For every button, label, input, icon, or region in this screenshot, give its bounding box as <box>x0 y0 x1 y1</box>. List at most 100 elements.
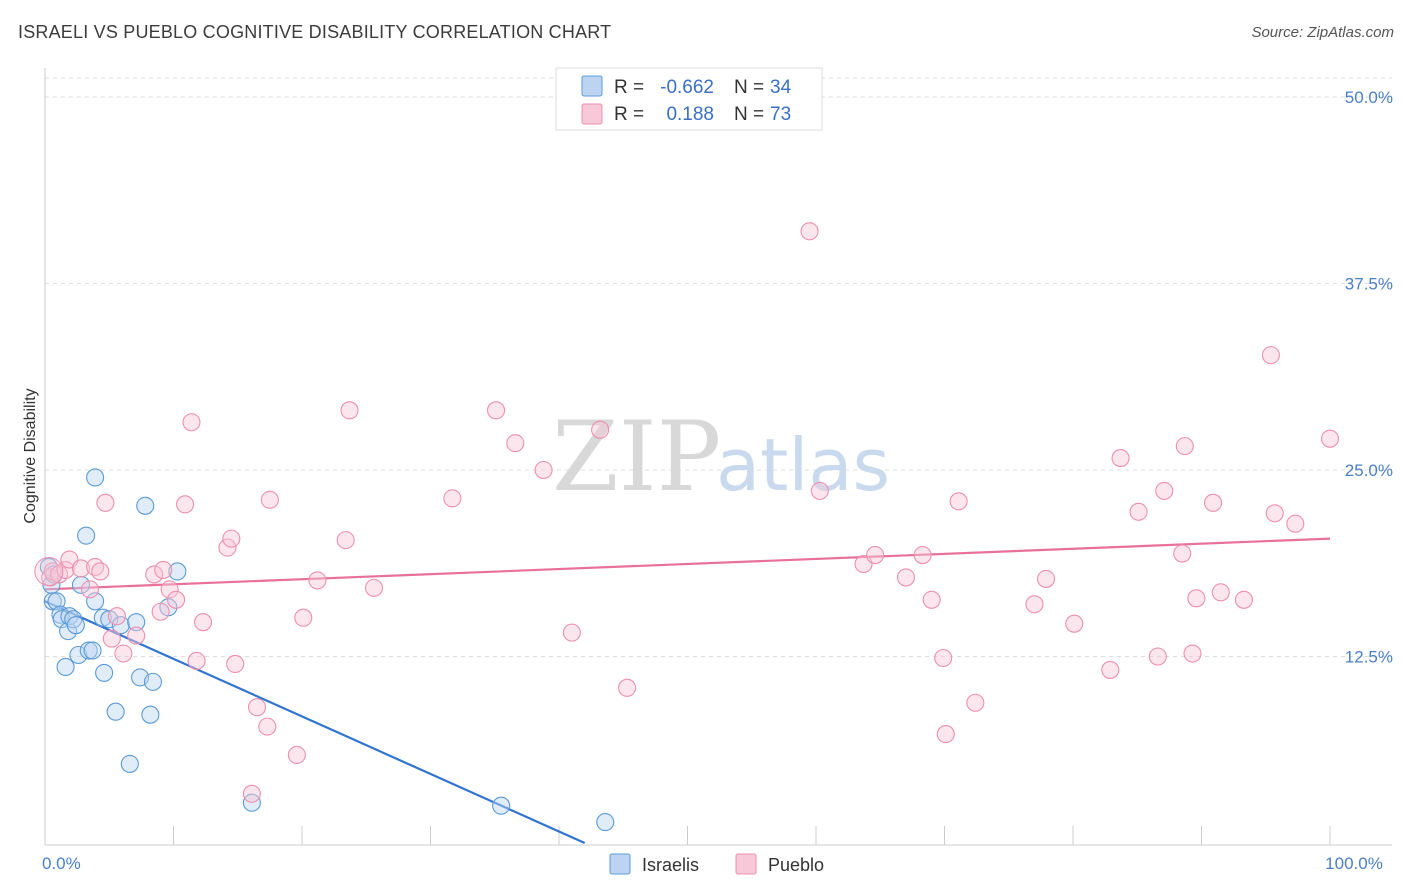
point-pueblo <box>294 608 313 627</box>
point-pueblo <box>896 568 916 587</box>
point-pueblo <box>934 648 953 668</box>
point-pueblo <box>222 529 241 548</box>
bottom-legend-swatch-israelis <box>609 853 631 875</box>
point-israelis <box>77 526 96 545</box>
tick-labels: 12.5% 25.0% 37.5% 50.0% 0.0% 100.0% <box>42 88 1393 873</box>
point-pueblo <box>187 651 206 671</box>
point-israelis <box>79 641 98 660</box>
point-pueblo <box>1261 346 1280 365</box>
point-israelis <box>143 672 162 691</box>
legend-r-value-pueblo: 0.188 <box>666 104 714 125</box>
point-israelis <box>43 592 62 611</box>
point-pueblo <box>176 495 195 514</box>
point-israelis <box>93 608 112 627</box>
point-pueblo <box>258 717 277 736</box>
point-pueblo <box>1183 644 1202 663</box>
point-pueblo <box>287 745 306 765</box>
watermark-atlas: atlas <box>716 423 890 507</box>
point-pueblo <box>1155 481 1174 500</box>
legend-n-value-israelis: 34 <box>770 77 792 98</box>
point-pueblo <box>154 560 173 580</box>
point-israelis <box>47 592 66 611</box>
point-pueblo <box>1101 660 1120 679</box>
point-pueblo <box>182 413 201 432</box>
point-pueblo <box>102 629 121 648</box>
grid-lines <box>45 77 1392 657</box>
point-pueblo <box>340 401 359 420</box>
point-pueblo <box>1175 437 1194 456</box>
axes <box>44 68 1392 846</box>
point-pueblo <box>260 490 279 509</box>
bottom-legend-label-pueblo: Pueblo <box>768 855 824 875</box>
point-israelis <box>86 468 105 487</box>
point-pueblo <box>1173 544 1192 563</box>
chart-title: ISRAELI VS PUEBLO COGNITIVE DISABILITY C… <box>18 22 612 42</box>
y-tick-label: 12.5% <box>1345 648 1393 667</box>
point-pueblo <box>1234 590 1253 609</box>
point-pueblo <box>562 623 581 642</box>
point-pueblo <box>922 590 941 609</box>
point-pueblo <box>96 493 115 512</box>
legend-n-value-pueblo: 73 <box>770 104 791 125</box>
point-pueblo <box>242 784 261 803</box>
point-pueblo <box>91 562 110 581</box>
point-israelis <box>71 575 91 594</box>
point-pueblo <box>107 607 127 626</box>
point-pueblo <box>534 460 553 480</box>
point-israelis <box>492 796 511 815</box>
legend-swatch-pueblo <box>581 103 603 125</box>
y-tick-label: 50.0% <box>1345 88 1393 107</box>
legend-r-value-israelis: -0.662 <box>660 77 714 98</box>
y-tick-label: 37.5% <box>1345 275 1393 294</box>
point-pueblo <box>486 401 506 420</box>
point-pueblo <box>127 626 146 645</box>
point-israelis <box>56 657 75 676</box>
data-points <box>34 222 1340 832</box>
point-pueblo <box>1204 493 1223 512</box>
watermark-zip: ZIP <box>552 401 721 513</box>
y-axis-label: Cognitive Disability <box>22 388 39 523</box>
point-israelis <box>95 663 114 682</box>
point-pueblo <box>1129 502 1148 521</box>
point-israelis <box>120 754 139 773</box>
point-pueblo <box>1148 647 1167 666</box>
point-israelis <box>127 613 146 632</box>
series-legend: Israelis Pueblo <box>609 853 824 875</box>
point-pueblo-cluster <box>34 556 64 586</box>
point-pueblo <box>151 602 170 621</box>
point-pueblo <box>1025 595 1044 614</box>
correlation-legend: R = -0.662 N = 34 R = 0.188 N = 73 <box>555 67 823 131</box>
point-pueblo <box>226 654 245 674</box>
point-pueblo <box>194 613 213 632</box>
point-pueblo <box>1187 589 1206 608</box>
bottom-legend-swatch-pueblo <box>735 853 757 875</box>
legend-n-label-israelis: N = <box>734 77 764 98</box>
point-pueblo <box>247 698 267 717</box>
point-pueblo <box>913 545 932 565</box>
point-pueblo <box>1036 569 1056 588</box>
point-pueblo <box>810 481 829 500</box>
trend-lines <box>44 537 1331 845</box>
legend-r-label-israelis: R = <box>614 77 644 98</box>
bottom-legend-label-israelis: Israelis <box>642 855 699 875</box>
point-pueblo <box>308 571 327 590</box>
point-pueblo <box>145 565 164 584</box>
point-pueblo <box>1065 614 1084 633</box>
point-pueblo <box>114 644 133 663</box>
point-israelis <box>136 496 155 515</box>
point-pueblo <box>506 434 525 453</box>
chart-source: Source: ZipAtlas.com <box>1251 24 1394 41</box>
point-pueblo <box>936 725 955 744</box>
point-pueblo <box>336 531 355 550</box>
point-israelis <box>86 592 105 611</box>
point-pueblo <box>218 538 237 557</box>
point-pueblo <box>800 222 819 241</box>
legend-swatch-israelis <box>581 75 603 97</box>
legend-r-label-pueblo: R = <box>614 104 644 125</box>
point-israelis <box>111 616 130 635</box>
y-tick-label: 25.0% <box>1345 461 1393 480</box>
legend-n-label-pueblo: N = <box>734 104 764 125</box>
point-pueblo <box>71 559 91 578</box>
point-israelis <box>168 562 187 581</box>
x-tick-label: 100.0% <box>1325 854 1383 873</box>
